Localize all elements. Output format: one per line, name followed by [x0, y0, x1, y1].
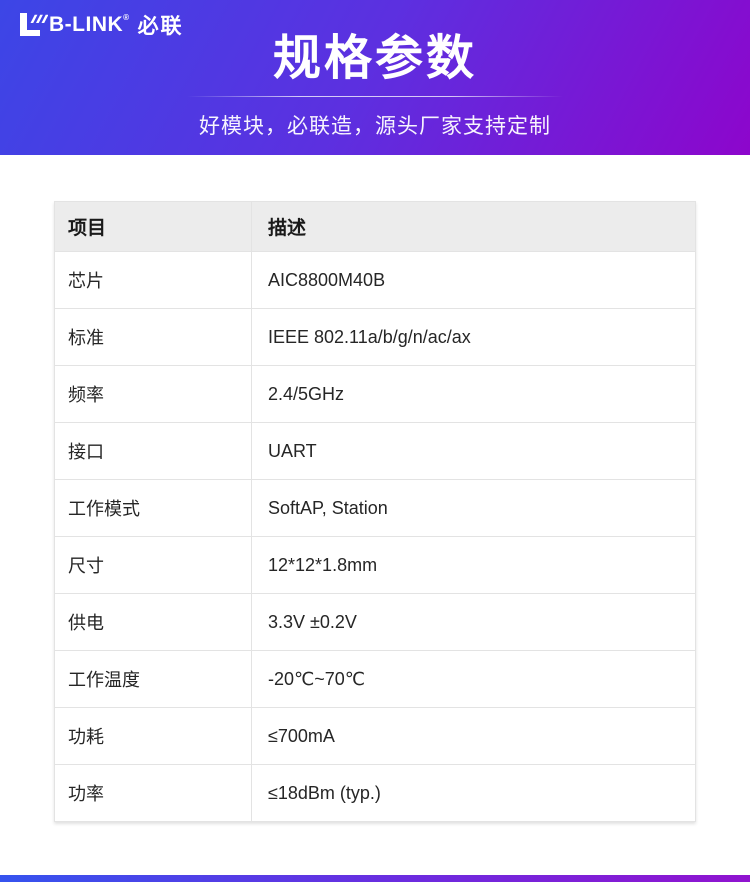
- item-cell: 供电: [54, 593, 252, 651]
- column-header-item: 项目: [54, 201, 252, 252]
- table-row: 接口 UART: [54, 422, 696, 480]
- desc-cell: IEEE 802.11a/b/g/n/ac/ax: [251, 308, 696, 366]
- desc-cell: ≤700mA: [251, 707, 696, 765]
- desc-cell: 12*12*1.8mm: [251, 536, 696, 594]
- page-title: 规格参数: [272, 32, 477, 85]
- desc-cell: -20℃~70℃: [251, 650, 696, 708]
- desc-cell: UART: [251, 422, 696, 480]
- item-cell: 接口: [54, 422, 252, 480]
- table-header-row: 项目 描述: [54, 201, 696, 252]
- item-cell: 标准: [54, 308, 252, 366]
- table-row: 供电 3.3V ±0.2V: [54, 593, 696, 651]
- brand-logo: B-LINK® 必联: [18, 10, 184, 40]
- title-divider: [187, 96, 563, 97]
- item-cell: 工作温度: [54, 650, 252, 708]
- spec-table-body: 芯片 AIC8800M40B 标准 IEEE 802.11a/b/g/n/ac/ax 频…: [54, 251, 696, 822]
- desc-cell: 2.4/5GHz: [251, 365, 696, 423]
- lb-link-logo-icon: [18, 12, 48, 38]
- item-cell: 功率: [54, 764, 252, 822]
- column-header-desc: 描述: [251, 201, 696, 252]
- item-cell: 频率: [54, 365, 252, 423]
- table-row: 工作模式 SoftAP, Station: [54, 479, 696, 537]
- table-row: 功率 ≤18dBm (typ.): [54, 764, 696, 822]
- registered-mark: ®: [123, 13, 130, 22]
- hero-banner: B-LINK® 必联 规格参数 好模块，必联造，源头厂家支持定制: [0, 0, 750, 155]
- table-row: 尺寸 12*12*1.8mm: [54, 536, 696, 594]
- desc-cell: ≤18dBm (typ.): [251, 764, 696, 822]
- table-row: 频率 2.4/5GHz: [54, 365, 696, 423]
- desc-cell: AIC8800M40B: [251, 251, 696, 309]
- table-row: 芯片 AIC8800M40B: [54, 251, 696, 309]
- page-subtitle: 好模块，必联造，源头厂家支持定制: [199, 115, 551, 138]
- brand-name-chinese: 必联: [137, 15, 184, 38]
- item-cell: 芯片: [54, 251, 252, 309]
- item-cell: 功耗: [54, 707, 252, 765]
- table-row: 功耗 ≤700mA: [54, 707, 696, 765]
- desc-cell: SoftAP, Station: [251, 479, 696, 537]
- table-row: 工作温度 -20℃~70℃: [54, 650, 696, 708]
- table-row: 标准 IEEE 802.11a/b/g/n/ac/ax: [54, 308, 696, 366]
- brand-name-text: B-LINK: [49, 13, 124, 36]
- item-cell: 尺寸: [54, 536, 252, 594]
- desc-cell: 3.3V ±0.2V: [251, 593, 696, 651]
- brand-name: B-LINK®: [49, 13, 130, 37]
- spec-table: 项目 描述 芯片 AIC8800M40B 标准 IEEE 802.11a/b/g/n/…: [54, 201, 696, 822]
- footer-gradient-strip: [0, 875, 750, 882]
- item-cell: 工作模式: [54, 479, 252, 537]
